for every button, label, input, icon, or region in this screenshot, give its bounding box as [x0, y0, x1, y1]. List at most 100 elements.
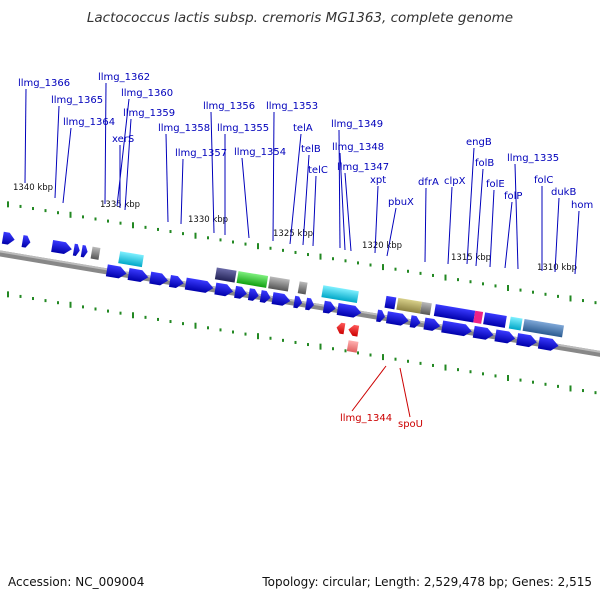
gene-label-leader	[475, 168, 484, 267]
gene-arrow	[522, 318, 565, 338]
tick-label: 1315 kbp	[451, 253, 491, 263]
gene-arrow	[494, 329, 516, 344]
gene-arrow	[322, 300, 336, 314]
tick-label: 1310 kbp	[537, 263, 577, 273]
gene-label-leader	[351, 365, 387, 412]
gene-arrow	[472, 325, 494, 340]
gene-arrow	[1, 231, 15, 245]
gene-label-leader	[180, 158, 184, 225]
gene-label-leader	[165, 133, 169, 223]
gene-arrow	[297, 281, 308, 295]
gene-label-leader	[374, 185, 379, 254]
gene-label: hom	[571, 200, 593, 211]
tick-label: 1325 kbp	[273, 229, 313, 239]
accession-text: Accession: NC_009004	[8, 575, 145, 589]
forward-strand-genes	[1, 231, 565, 338]
gene-label: telA	[293, 123, 313, 134]
gene-label-leader	[386, 207, 397, 257]
inner-tick-track	[7, 291, 597, 395]
gene-arrow	[396, 297, 422, 314]
gene-arrow	[21, 235, 31, 248]
gene-label: folP	[504, 191, 522, 202]
gene-arrow	[537, 336, 559, 351]
gene-label-leader	[210, 111, 215, 234]
gene-label: folE	[486, 179, 505, 190]
gene-labels: llmg_1366 llmg_1365 llmg_1364 llmg_1362llmg…	[18, 72, 593, 275]
gene-arrow	[105, 264, 127, 279]
gene-arrow	[305, 297, 314, 311]
gene-label: llmg_1358	[158, 123, 210, 134]
gene-label: xerS	[112, 134, 134, 145]
gene-label: dukB	[551, 187, 576, 198]
outer-tick-track	[7, 201, 597, 305]
gene-label: xpt	[370, 175, 386, 186]
gene-arrow	[214, 267, 237, 283]
gene-arrow	[149, 271, 168, 286]
gene-label-leader	[399, 367, 411, 418]
gene-label-leader	[302, 154, 310, 246]
gene-arrow	[409, 315, 421, 328]
gene-arrow	[384, 295, 397, 310]
gene-arrow	[118, 251, 144, 268]
gene-label-leader	[312, 175, 317, 247]
gene-arrow	[336, 303, 362, 318]
gene-label-leader	[116, 98, 130, 207]
gene-arrow	[236, 271, 269, 288]
gene-label-leader	[124, 118, 132, 211]
gene-label-leader	[514, 163, 519, 270]
gene-label-leader	[466, 147, 475, 265]
gene-label-leader	[574, 210, 580, 275]
gene-label: llmg_1355	[217, 123, 269, 134]
gene-label: llmg_1365	[51, 95, 103, 106]
topology-text: Topology: circular; Length: 2,529,478 bp…	[262, 575, 592, 589]
gene-arrow	[483, 312, 507, 328]
gene-arrow	[516, 333, 537, 348]
gene-arrow	[441, 320, 472, 337]
gene-label: folB	[475, 158, 494, 169]
gene-label: llmg_1335	[507, 153, 559, 164]
gene-label-leader	[489, 189, 495, 268]
gene-arrow	[336, 322, 346, 335]
gene-arrow	[184, 277, 214, 293]
gene-label-leader	[554, 197, 560, 273]
gene-label-leader	[272, 111, 275, 242]
gene-arrow	[90, 246, 101, 260]
forward-strand-genes-row-2	[105, 264, 559, 351]
gene-label: llmg_1344	[340, 413, 392, 424]
gene-arrow	[127, 268, 149, 283]
gene-arrow	[214, 282, 234, 297]
gene-label-leader	[241, 157, 250, 239]
gene-label: llmg_1357	[175, 148, 227, 159]
gene-label-leader	[504, 201, 513, 269]
gene-arrow	[473, 310, 484, 324]
gene-label-leader	[104, 82, 107, 205]
gene-label-leader	[338, 129, 341, 249]
gene-label: llmg_1362	[98, 72, 150, 83]
gene-label: clpX	[444, 176, 466, 187]
gene-label-leader	[24, 88, 27, 184]
gene-arrow	[271, 292, 291, 306]
gene-arrow	[433, 304, 476, 323]
tick-label: 1340 kbp	[13, 183, 53, 193]
gene-label-leader	[289, 133, 302, 245]
gene-label-leader	[62, 127, 72, 204]
gene-label: llmg_1364	[63, 117, 115, 128]
tick-label: 1320 kbp	[362, 241, 402, 251]
gene-arrow	[508, 316, 523, 331]
gene-arrow	[268, 276, 290, 292]
reverse-strand-genes	[336, 322, 360, 353]
gene-arrow	[376, 309, 385, 323]
gene-arrow	[321, 285, 359, 304]
gene-label: dfrA	[418, 177, 439, 188]
gene-label: llmg_1360	[121, 88, 173, 99]
gene-label: llmg_1347	[337, 162, 389, 173]
gene-arrow	[419, 301, 432, 316]
gene-label: spoU	[398, 419, 423, 430]
gene-label: folC	[534, 175, 553, 186]
gene-label: llmg_1359	[123, 108, 175, 119]
gene-arrow	[72, 243, 80, 257]
gene-arrow	[247, 288, 259, 301]
gene-label: llmg_1366	[18, 78, 70, 89]
gene-arrow	[385, 311, 409, 326]
